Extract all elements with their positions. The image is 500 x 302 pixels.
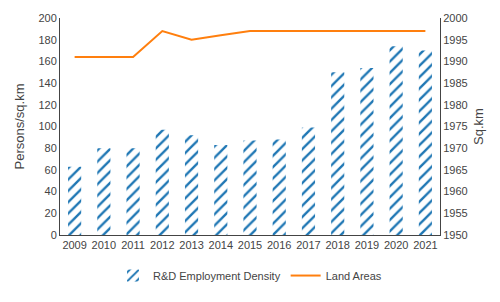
- svg-text:180: 180: [38, 34, 56, 46]
- svg-text:1955: 1955: [443, 207, 467, 219]
- svg-text:2019: 2019: [355, 239, 379, 251]
- svg-text:R&D Employment Density: R&D Employment Density: [153, 270, 281, 282]
- svg-text:2000: 2000: [443, 12, 467, 24]
- svg-text:Sq.km: Sq.km: [471, 108, 486, 145]
- svg-text:40: 40: [45, 185, 57, 197]
- svg-text:2009: 2009: [62, 239, 86, 251]
- svg-text:140: 140: [38, 77, 56, 89]
- svg-text:2014: 2014: [209, 239, 233, 251]
- svg-text:100: 100: [38, 120, 56, 132]
- svg-text:2015: 2015: [238, 239, 262, 251]
- svg-text:1975: 1975: [443, 120, 467, 132]
- svg-text:120: 120: [38, 99, 56, 111]
- svg-text:2011: 2011: [121, 239, 145, 251]
- svg-text:1985: 1985: [443, 77, 467, 89]
- svg-text:1980: 1980: [443, 99, 467, 111]
- svg-text:1965: 1965: [443, 164, 467, 176]
- svg-text:20: 20: [45, 207, 57, 219]
- svg-text:2013: 2013: [179, 239, 203, 251]
- svg-text:1990: 1990: [443, 55, 467, 67]
- svg-text:1950: 1950: [443, 229, 467, 241]
- svg-text:60: 60: [45, 164, 57, 176]
- svg-text:2012: 2012: [150, 239, 174, 251]
- svg-text:200: 200: [38, 12, 56, 24]
- svg-text:2020: 2020: [384, 239, 408, 251]
- svg-text:160: 160: [38, 55, 56, 67]
- svg-text:80: 80: [45, 142, 57, 154]
- svg-text:1970: 1970: [443, 142, 467, 154]
- svg-text:1995: 1995: [443, 34, 467, 46]
- svg-text:1960: 1960: [443, 185, 467, 197]
- svg-text:Persons/sq.km: Persons/sq.km: [12, 84, 27, 170]
- svg-text:2017: 2017: [296, 239, 320, 251]
- svg-text:2010: 2010: [92, 239, 116, 251]
- svg-text:2016: 2016: [267, 239, 291, 251]
- svg-text:2018: 2018: [325, 239, 349, 251]
- svg-text:Land Areas: Land Areas: [326, 270, 382, 282]
- svg-text:0: 0: [51, 229, 57, 241]
- svg-text:2021: 2021: [413, 239, 437, 251]
